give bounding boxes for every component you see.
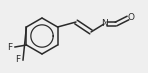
Text: F: F [7, 42, 13, 51]
Text: F: F [15, 55, 21, 65]
Text: O: O [127, 14, 135, 22]
Text: N: N [101, 19, 107, 28]
